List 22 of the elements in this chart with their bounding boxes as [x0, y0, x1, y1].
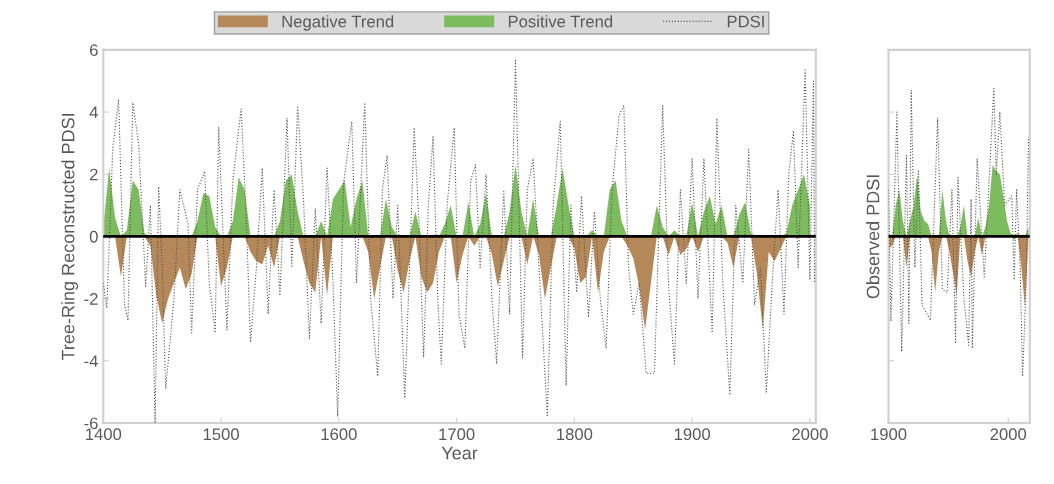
x-tick-label: 1800 [557, 428, 593, 441]
y-tick-label: 6 [90, 44, 98, 57]
y-tick-label: 2 [90, 168, 98, 181]
legend-label: PDSI [727, 15, 764, 28]
legend-label: Positive Trend [508, 15, 613, 28]
y-tick-label: 4 [89, 106, 98, 119]
x-tick-label: 1500 [203, 428, 239, 441]
x-tick-label: 1400 [86, 428, 122, 441]
y-tick-label: -2 [84, 293, 98, 305]
x-tick-label: 2000 [990, 428, 1027, 441]
legend-label: Negative Trend [282, 15, 394, 31]
x-tick-label: 1700 [439, 428, 475, 441]
y-tick-label: -6 [84, 417, 98, 430]
y-axis-title: Tree-Ring Reconstructed PDSI [61, 114, 79, 361]
y-tick-label: 0 [89, 230, 98, 243]
y-tick-label: -4 [84, 355, 98, 367]
x-axis-title: Year [441, 446, 478, 460]
x-tick-label: 1900 [871, 428, 907, 441]
y-axis-title: Observed PDSI [866, 175, 880, 299]
x-tick-label: 2000 [792, 428, 828, 441]
x-tick-label: 1900 [674, 428, 711, 441]
x-tick-label: 1600 [321, 428, 357, 441]
